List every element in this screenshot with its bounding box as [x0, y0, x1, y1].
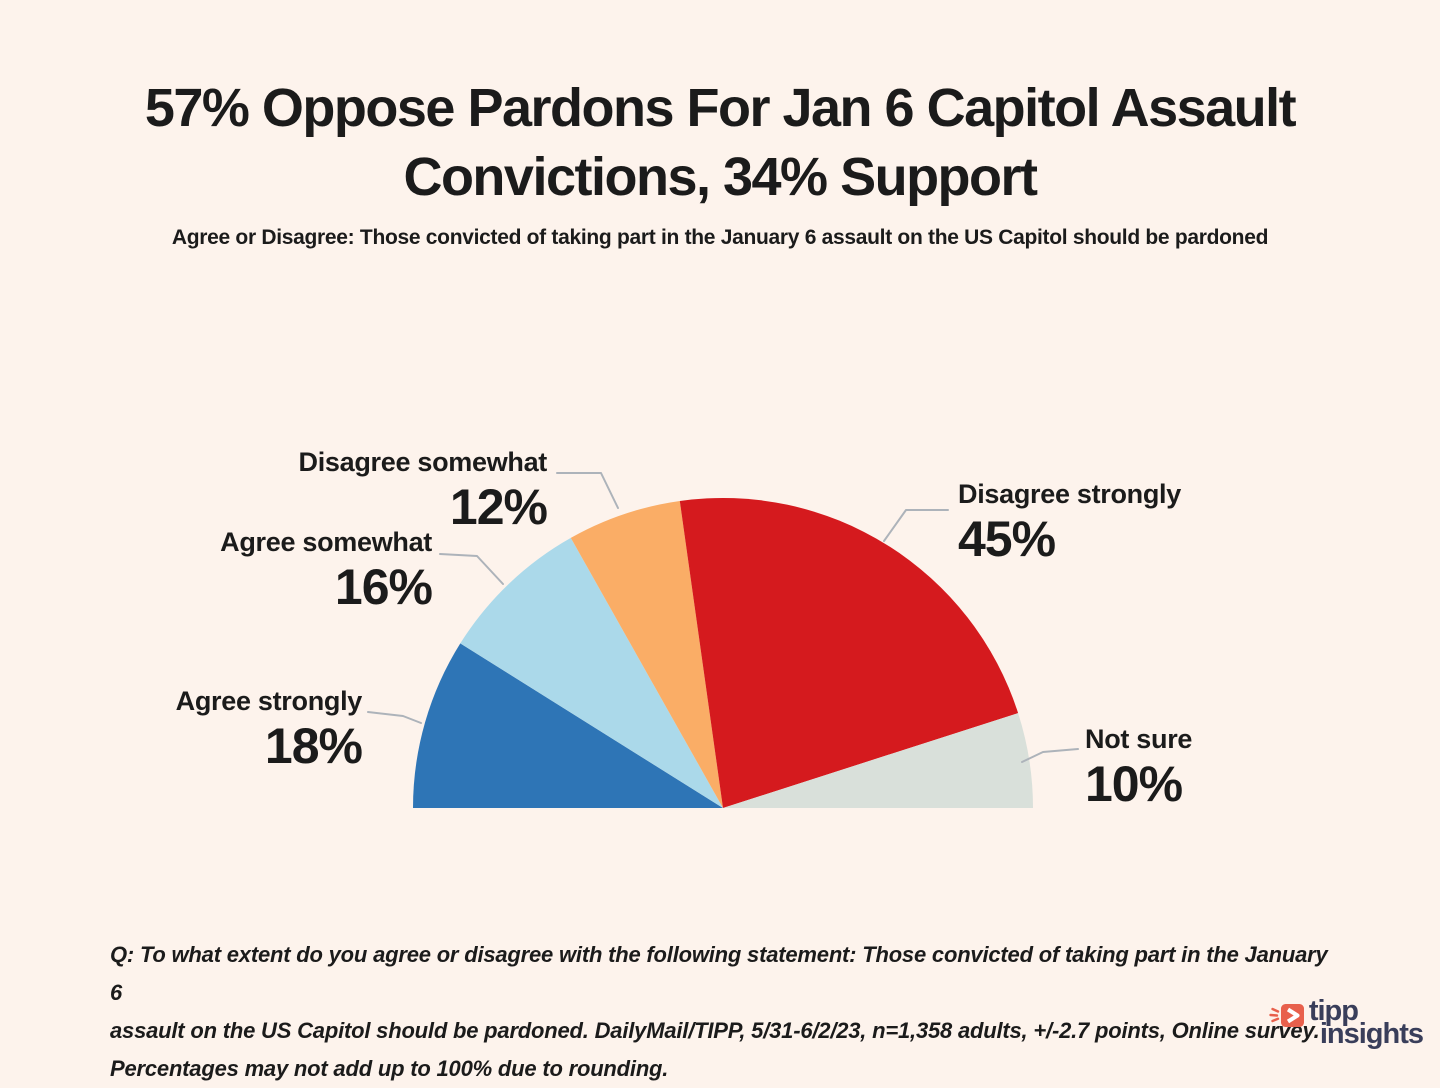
footnote-line3: Percentages may not add up to 100% due t…: [110, 1056, 669, 1081]
footnote: Q: To what extent do you agree or disagr…: [110, 936, 1340, 1088]
logo-square: [1280, 1004, 1304, 1027]
leader-line-agree-somewhat: [439, 553, 504, 585]
callout-not-sure-label: Not sure: [1085, 724, 1193, 754]
chart-subtitle: Agree or Disagree: Those convicted of ta…: [171, 226, 1269, 249]
logo-speed-lines: [1269, 1007, 1280, 1023]
callout-disagree-strongly: Disagree strongly 45%: [958, 479, 1181, 567]
pie-slices-group: [413, 497, 1033, 808]
callout-disagree-somewhat: Disagree somewhat 12%: [298, 447, 548, 535]
footnote-line2: assault on the US Capitol should be pard…: [110, 1018, 1320, 1043]
logo-mark-icon: [1269, 1004, 1304, 1027]
leader-line-disagree-strongly: [883, 509, 949, 542]
pie-slice-agree-strongly: [413, 643, 723, 808]
pie-slice-agree-somewhat: [460, 537, 723, 808]
callout-agree-strongly-value: 18%: [264, 717, 363, 774]
logo-word-tipp: tipp: [1308, 995, 1359, 1027]
pie-slice-not-sure: [723, 713, 1033, 808]
callout-disagree-strongly-value: 45%: [958, 510, 1056, 567]
callout-not-sure: Not sure 10%: [1085, 724, 1193, 812]
logo-wordmark: tipp insights: [1308, 995, 1424, 1050]
pie-slice-disagree-somewhat: [570, 501, 723, 808]
pie-slice-disagree-strongly: [679, 497, 1019, 808]
callout-agree-strongly: Agree strongly 18%: [175, 686, 363, 774]
footnote-line1: Q: To what extent do you agree or disagr…: [110, 942, 1328, 1005]
leader-line-disagree-somewhat: [556, 472, 619, 509]
callout-disagree-strongly-label: Disagree strongly: [958, 479, 1181, 509]
chart-title: 57% Oppose Pardons For Jan 6 Capitol Ass…: [0, 74, 1440, 211]
chart-title-line1: 57% Oppose Pardons For Jan 6 Capitol Ass…: [144, 78, 1297, 138]
leader-lines-group: [367, 472, 1079, 763]
chart-title-line2: Convictions, 34% Support: [403, 146, 1038, 207]
leader-line-agree-strongly: [367, 711, 422, 724]
callout-agree-somewhat: Agree somewhat 16%: [220, 527, 433, 615]
logo-chevron-icon: [1286, 1007, 1300, 1024]
tipp-insights-logo: tipp insights: [1269, 995, 1424, 1050]
callout-not-sure-value: 10%: [1085, 755, 1183, 812]
leader-line-not-sure: [1021, 748, 1079, 763]
callout-agree-strongly-label: Agree strongly: [175, 686, 363, 716]
callout-agree-somewhat-value: 16%: [334, 558, 433, 615]
callout-agree-somewhat-label: Agree somewhat: [220, 527, 432, 557]
logo-word-insights: insights: [1319, 1018, 1424, 1050]
callout-disagree-somewhat-value: 12%: [449, 478, 548, 535]
callout-disagree-somewhat-label: Disagree somewhat: [298, 447, 548, 477]
